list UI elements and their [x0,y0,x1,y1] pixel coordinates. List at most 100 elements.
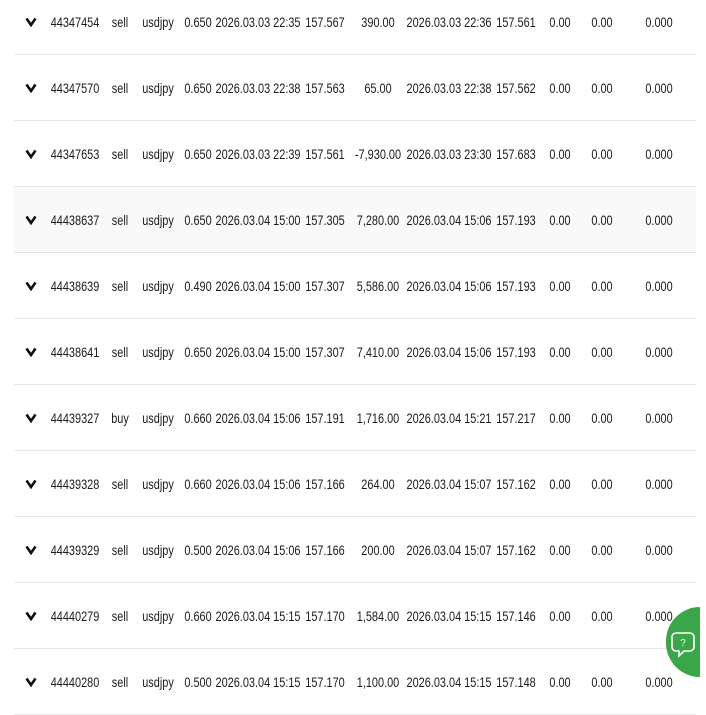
table-row[interactable]: 44439329 sell usdjpy 0.500 2026.03.04 15:06 1… [14,517,696,583]
table-cell: 0.000 [645,212,673,228]
table-cell: 0.660 [184,608,212,624]
expand-chevron[interactable] [25,149,37,159]
table-cell: 0.650 [184,212,212,228]
table-row[interactable]: 44440279 sell usdjpy 0.660 2026.03.04 15:15 1… [14,583,696,649]
table-cell: 1,100.00 [356,674,400,690]
table-cell: usdjpy [142,608,174,624]
table-cell: 2026.03.04 15:06 [406,278,492,294]
table-cell: sell [111,146,129,162]
table-cell: 2026.03.04 15:00 [215,278,301,294]
table-cell: 2026.03.04 15:07 [406,542,492,558]
table-cell: 0.000 [645,278,673,294]
table-cell: sell [111,80,129,96]
table-cell: 7,280.00 [356,212,400,228]
table-cell: 200.00 [361,542,395,558]
expand-chevron[interactable] [25,413,37,423]
table-cell: 264.00 [361,476,395,492]
table-cell: 0.660 [184,476,212,492]
table-cell: 157.305 [305,212,345,228]
table-cell: 2026.03.03 22:35 [215,14,301,30]
table-cell: 0.00 [591,476,613,492]
table-cell: 0.00 [549,212,571,228]
table-cell: 157.166 [305,476,345,492]
table-cell: 0.650 [184,344,212,360]
expand-chevron[interactable] [25,17,37,27]
table-row[interactable]: 44438641 sell usdjpy 0.650 2026.03.04 15:00 1… [14,319,696,385]
table-cell: usdjpy [142,674,174,690]
table-cell: 157.166 [305,542,345,558]
table-cell: 0.00 [549,410,571,426]
table-cell: 0.00 [549,608,571,624]
table-cell: 2026.03.04 15:00 [215,212,301,228]
expand-chevron[interactable] [25,347,37,357]
table-cell: 157.307 [305,344,345,360]
table-cell: 0.000 [645,344,673,360]
table-cell: 65.00 [364,80,392,96]
table-cell: 2026.03.04 15:06 [406,212,492,228]
table-cell: 157.170 [305,608,345,624]
table-cell: 0.660 [184,410,212,426]
table-cell: 0.00 [591,608,613,624]
table-cell: 0.00 [591,410,613,426]
table-cell: 7,410.00 [356,344,400,360]
table-cell: 2026.03.04 15:06 [215,410,301,426]
table-cell: 0.650 [184,80,212,96]
expand-chevron[interactable] [25,677,37,687]
table-cell: 157.562 [496,80,536,96]
chat-button[interactable]: ? [666,607,700,677]
table-cell: sell [111,344,129,360]
table-cell: sell [111,674,129,690]
table-cell: 2026.03.04 15:15 [215,608,301,624]
expand-chevron[interactable] [25,545,37,555]
table-cell: 0.000 [645,476,673,492]
table-cell: 44438639 [50,278,100,294]
table-row[interactable]: 44439327 buy usdjpy 0.660 2026.03.04 15:06 15… [14,385,696,451]
table-cell: 2026.03.04 15:15 [406,608,492,624]
table-cell: 0.000 [645,14,673,30]
table-cell: 0.00 [591,278,613,294]
expand-chevron[interactable] [25,611,37,621]
expand-chevron[interactable] [25,479,37,489]
table-row[interactable]: 44440280 sell usdjpy 0.500 2026.03.04 15:15 1… [14,649,696,715]
table-cell: 2026.03.03 23:30 [406,146,492,162]
table-cell: -7,930.00 [354,146,402,162]
table-cell: sell [111,14,129,30]
table-cell: 0.00 [591,212,613,228]
table-cell: 157.193 [496,344,536,360]
table-cell: 157.567 [305,14,345,30]
table-cell: 0.00 [591,80,613,96]
table-row[interactable]: 44347653 sell usdjpy 0.650 2026.03.03 22:39 1… [14,121,696,187]
table-cell: 2026.03.04 15:06 [215,542,301,558]
table-cell: 2026.03.03 22:36 [406,14,492,30]
table-cell: 44440280 [50,674,100,690]
table-row[interactable]: 44347454 sell usdjpy 0.650 2026.03.03 22:35 1… [14,0,696,55]
table-cell: usdjpy [142,146,174,162]
table-cell: 0.00 [549,278,571,294]
table-cell: 2026.03.04 15:00 [215,344,301,360]
expand-chevron[interactable] [25,281,37,291]
table-cell: 0.00 [591,146,613,162]
table-row[interactable]: 44347570 sell usdjpy 0.650 2026.03.03 22:38 1… [14,55,696,121]
table-cell: 0.00 [591,14,613,30]
table-cell: 157.162 [496,542,536,558]
table-row[interactable]: 44438637 sell usdjpy 0.650 2026.03.04 15:00 1… [14,187,696,253]
svg-text:?: ? [680,638,686,649]
expand-chevron[interactable] [25,215,37,225]
table-cell: sell [111,476,129,492]
table-cell: 44438637 [50,212,100,228]
table-cell: 2026.03.04 15:15 [215,674,301,690]
chat-icon: ? [671,632,695,658]
table-cell: 0.00 [549,146,571,162]
table-cell: usdjpy [142,80,174,96]
table-cell: 0.490 [184,278,212,294]
table-row[interactable]: 44439328 sell usdjpy 0.660 2026.03.04 15:06 1… [14,451,696,517]
table-row[interactable]: 44438639 sell usdjpy 0.490 2026.03.04 15:00 1… [14,253,696,319]
table-cell: 157.563 [305,80,345,96]
table-cell: 157.193 [496,278,536,294]
expand-chevron[interactable] [25,83,37,93]
table-cell: 157.193 [496,212,536,228]
table-cell: 0.500 [184,674,212,690]
table-cell: 0.00 [549,344,571,360]
table-cell: 2026.03.04 15:06 [406,344,492,360]
